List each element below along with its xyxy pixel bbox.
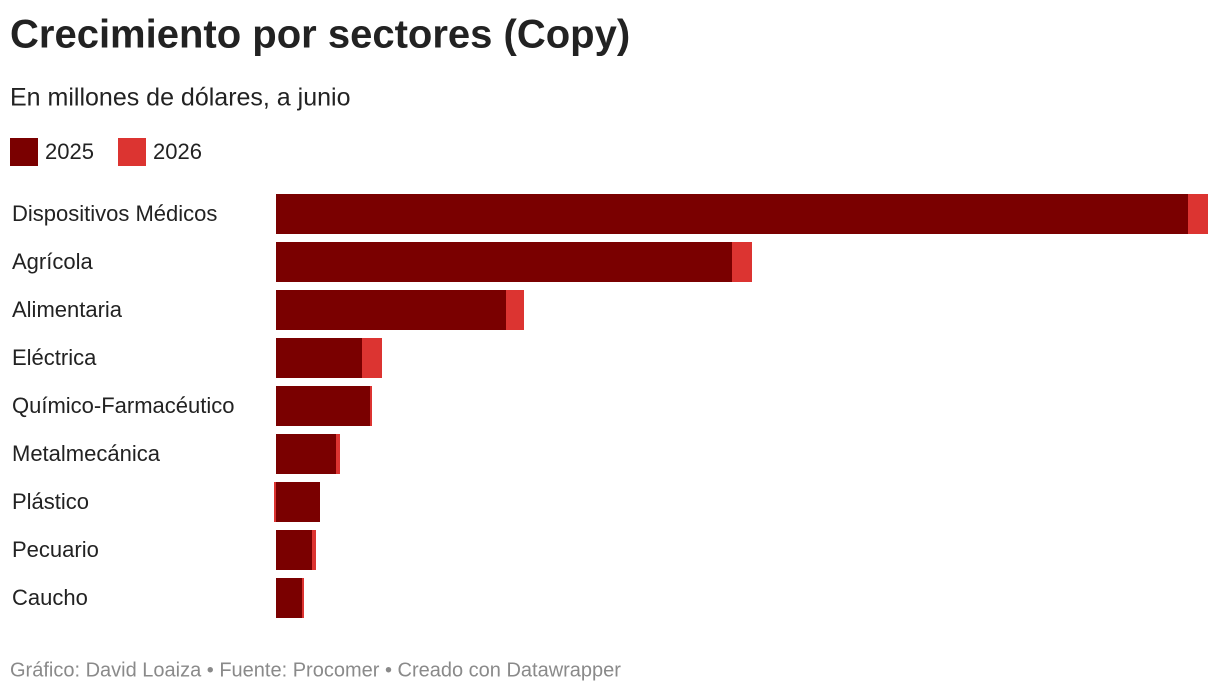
category-label: Metalmecánica — [12, 441, 161, 466]
category-label: Caucho — [12, 585, 88, 610]
legend-label: 2026 — [153, 139, 202, 164]
bar — [276, 482, 320, 522]
bar — [276, 290, 506, 330]
bar — [276, 194, 1188, 234]
bar — [276, 578, 302, 618]
legend-swatch — [10, 138, 38, 166]
bar — [1188, 194, 1208, 234]
category-label: Plástico — [12, 489, 89, 514]
bar — [362, 338, 382, 378]
category-label: Químico-Farmacéutico — [12, 393, 235, 418]
category-label: Agrícola — [12, 249, 93, 274]
category-label: Eléctrica — [12, 345, 97, 370]
category-label: Pecuario — [12, 537, 99, 562]
bar — [274, 482, 276, 522]
chart-title: Crecimiento por sectores (Copy) — [10, 13, 630, 57]
bar — [312, 530, 316, 570]
bar — [276, 386, 370, 426]
bar — [302, 578, 304, 618]
bar — [276, 242, 732, 282]
legend-swatch — [118, 138, 146, 166]
bar — [276, 530, 312, 570]
bar — [276, 338, 362, 378]
category-label: Alimentaria — [12, 297, 123, 322]
legend-label: 2025 — [45, 139, 94, 164]
bar — [336, 434, 340, 474]
chart-footer: Gráfico: David Loaiza • Fuente: Procomer… — [10, 659, 621, 681]
category-label: Dispositivos Médicos — [12, 201, 217, 226]
bar — [732, 242, 752, 282]
bar — [276, 434, 336, 474]
chart-subtitle: En millones de dólares, a junio — [10, 84, 350, 112]
bar — [506, 290, 524, 330]
bar — [370, 386, 372, 426]
